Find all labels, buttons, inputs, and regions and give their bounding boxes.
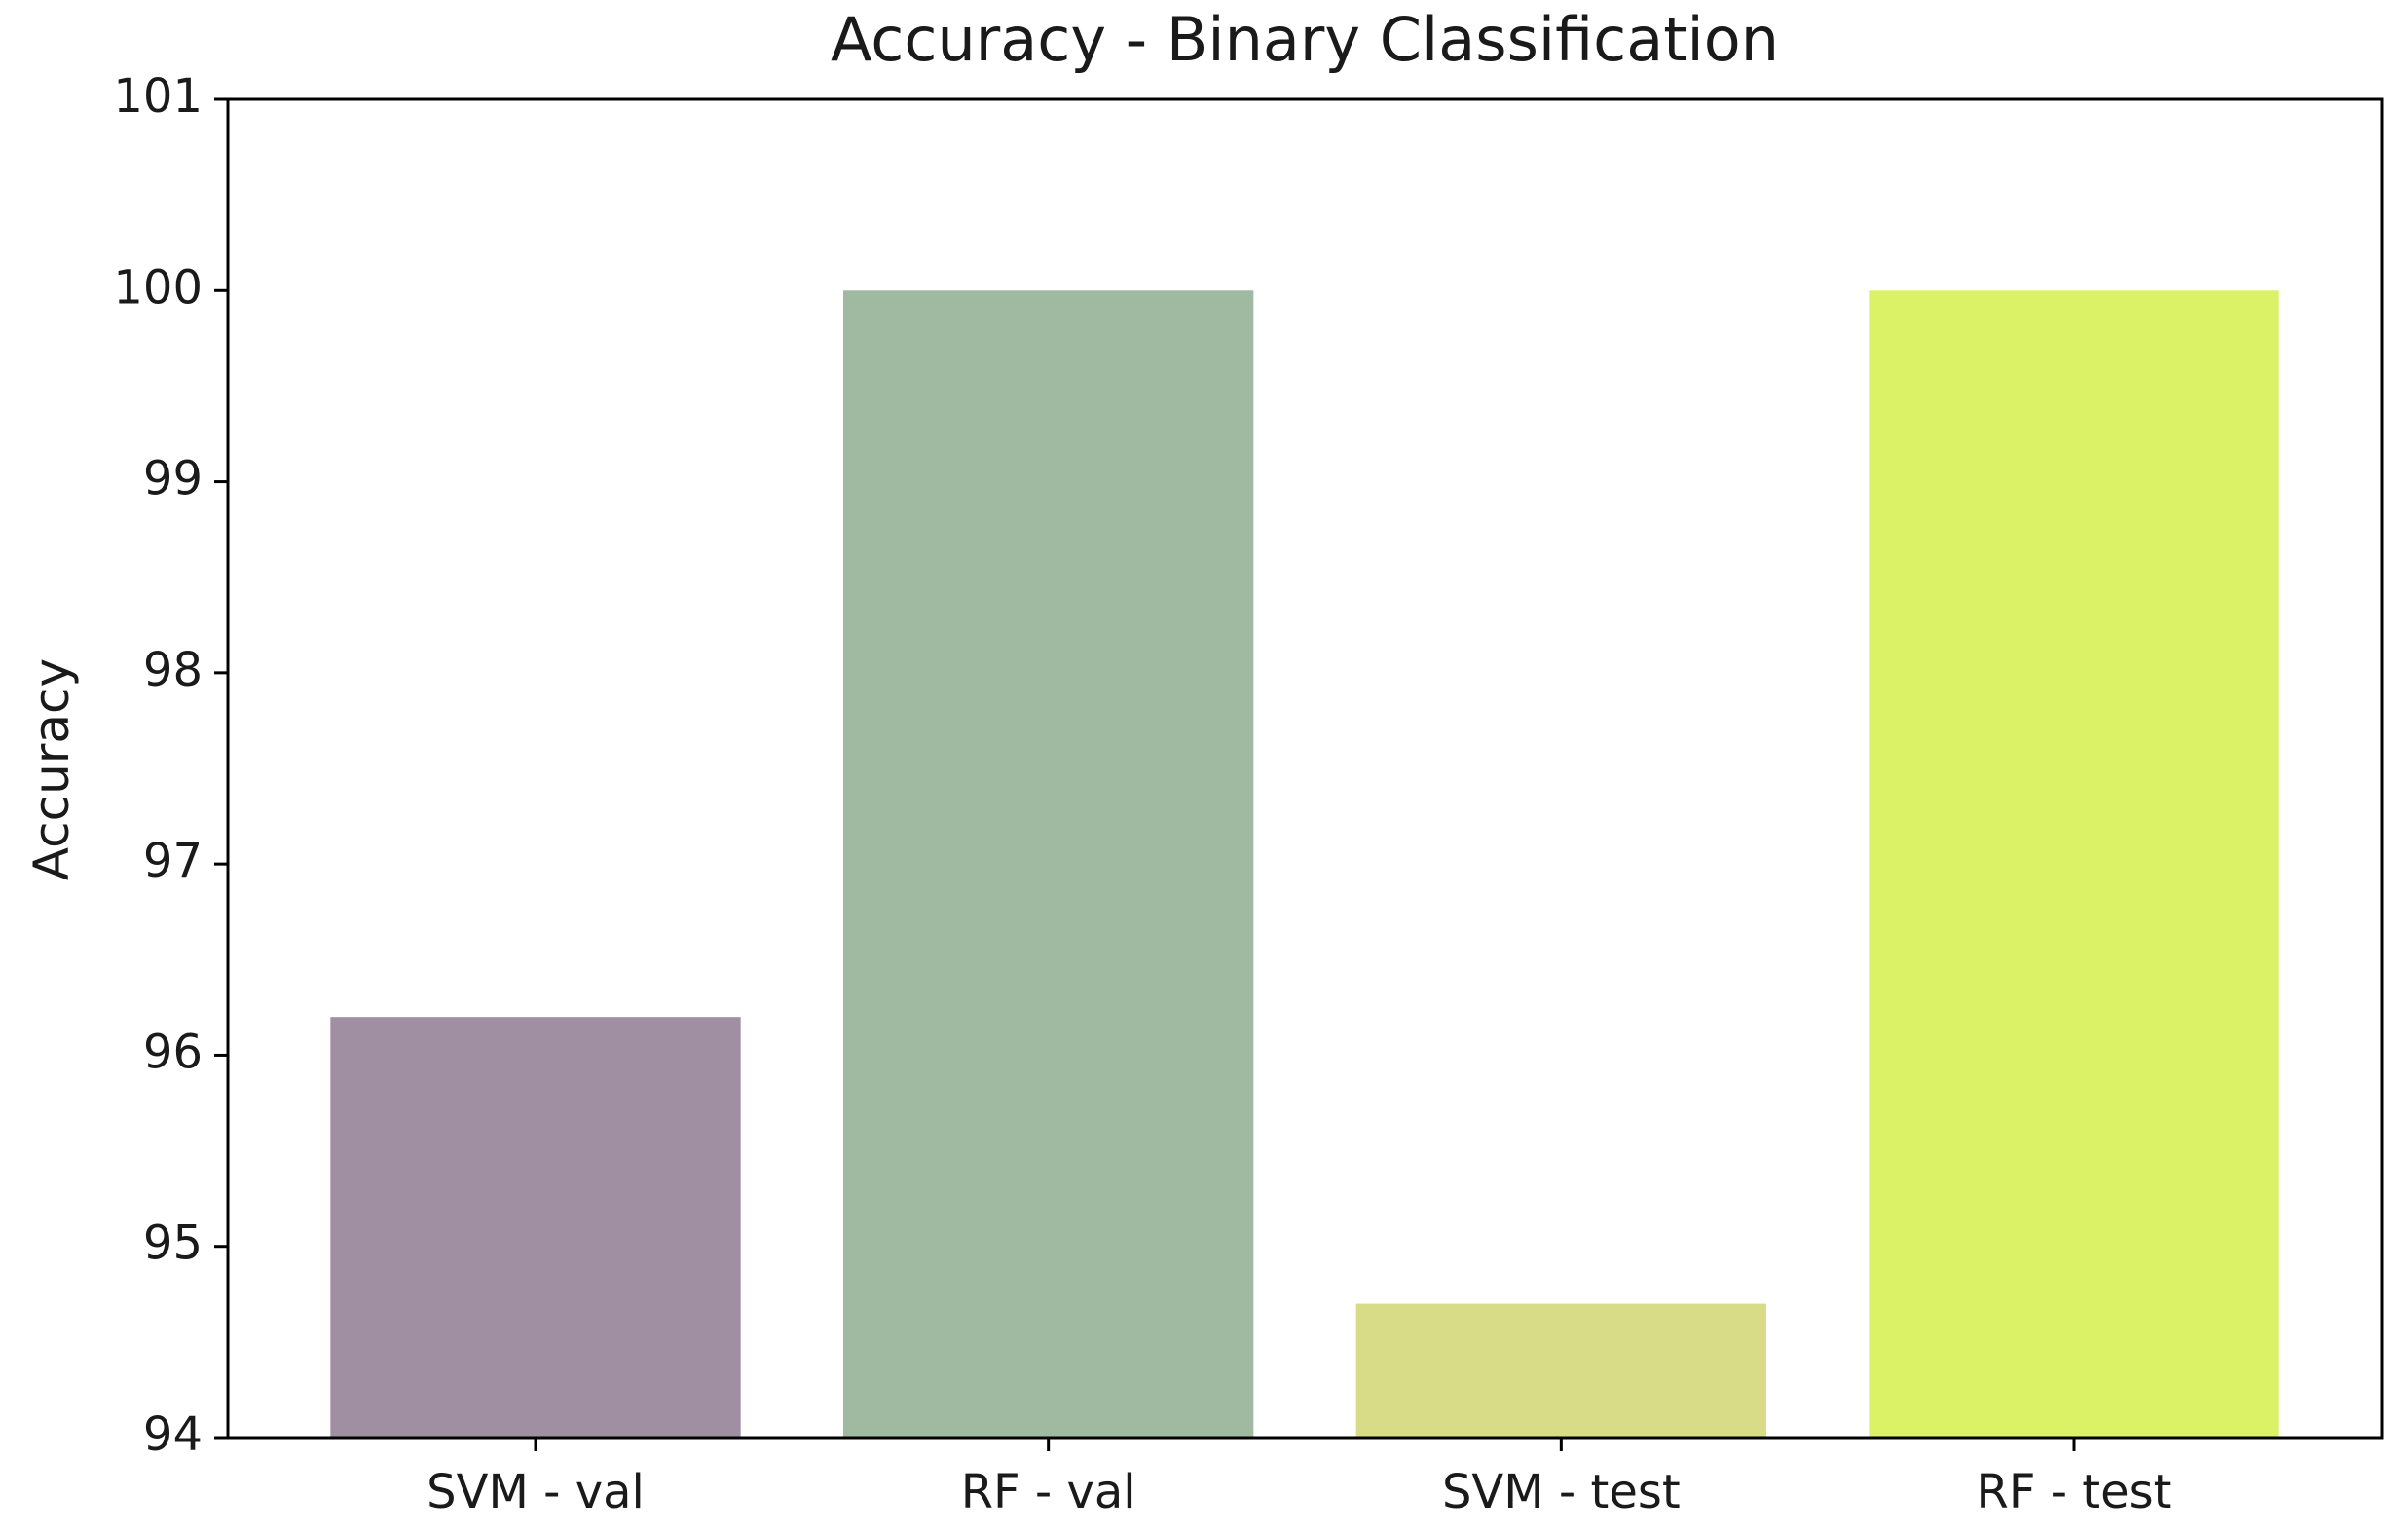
y-tick-label: 100 — [113, 260, 203, 315]
x-tick-label: SVM - val — [426, 1465, 645, 1519]
y-tick-label: 98 — [143, 643, 203, 697]
bar-svm-val — [330, 1017, 741, 1438]
y-axis-ticks: 94 95 96 97 98 99 100 101 — [113, 69, 228, 1462]
chart-title: Accuracy - Binary Classification — [831, 4, 1779, 75]
y-axis-label: Accuracy — [23, 658, 80, 880]
bar-rf-test — [1869, 290, 2279, 1439]
bar-svm-test — [1355, 1303, 1766, 1438]
x-tick-label: RF - val — [961, 1465, 1136, 1519]
x-axis-ticks: SVM - val RF - val SVM - test RF - test — [426, 1438, 2171, 1519]
y-tick-label: 96 — [143, 1025, 203, 1079]
y-tick-label: 97 — [143, 834, 203, 888]
y-tick-label: 99 — [143, 452, 203, 506]
x-tick-label: RF - test — [1977, 1465, 2172, 1519]
bars-group — [330, 290, 2279, 1439]
y-tick-label: 95 — [143, 1216, 203, 1271]
bar-rf-val — [843, 290, 1254, 1439]
plot-frame — [226, 97, 2384, 1440]
y-tick-label: 101 — [113, 69, 203, 124]
x-tick-label: SVM - test — [1442, 1465, 1681, 1519]
y-tick-label: 94 — [143, 1407, 203, 1462]
